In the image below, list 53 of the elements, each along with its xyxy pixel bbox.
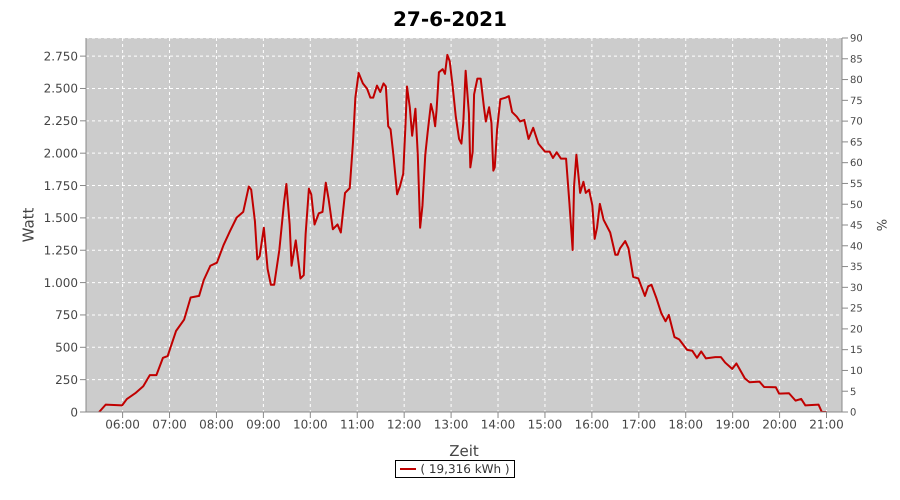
x-tick-label: 08:00: [199, 418, 234, 432]
y2-tick-label: 35: [850, 262, 863, 274]
x-tick-label: 21:00: [809, 418, 844, 432]
y-tick-label: 250: [55, 372, 78, 387]
y2-tick-label: 90: [850, 34, 863, 45]
y2-tick-label: 80: [850, 75, 863, 86]
y2-tick-label: 40: [850, 241, 863, 252]
y-tick-label: 2.750: [44, 49, 78, 64]
chart-title: 27-6-2021: [392, 7, 508, 31]
y-tick-label: 1.750: [44, 178, 78, 193]
y2-tick-label: 25: [850, 304, 863, 315]
x-tick-label: 09:00: [246, 418, 281, 432]
y-tick-label: 500: [55, 340, 78, 355]
y-tick-label: 0: [70, 405, 78, 420]
x-tick-label: 10:00: [293, 418, 328, 432]
y-tick-label: 1.500: [44, 211, 78, 226]
y2-tick-label: 75: [850, 96, 863, 107]
x-tick-label: 11:00: [340, 418, 375, 432]
y2-tick-label: 30: [850, 282, 863, 294]
y2-tick-label: 50: [850, 200, 863, 211]
y2-tick-label: 20: [850, 324, 863, 336]
x-tick-label: 07:00: [152, 418, 187, 432]
y2-tick-label: 15: [850, 345, 863, 356]
legend-label: ( 19,316 kWh ): [419, 462, 510, 476]
x-tick-label: 06:00: [105, 418, 140, 432]
x-tick-label: 18:00: [668, 418, 704, 432]
x-tick-label: 20:00: [762, 418, 797, 432]
x-tick-label: 15:00: [528, 418, 562, 432]
y2-tick-label: 0: [850, 408, 856, 419]
y2-tick-label: 65: [850, 137, 863, 148]
y-tick-label: 2.500: [44, 82, 78, 96]
y-tick-label: 750: [55, 308, 78, 322]
y-tick-label: 1.250: [44, 243, 78, 258]
y2-tick-label: 55: [850, 178, 863, 190]
y2-tick-label: 70: [850, 116, 863, 128]
y-tick-label: 1.000: [44, 276, 78, 290]
y-tick-label: 2.250: [44, 114, 78, 128]
x-tick-label: 12:00: [386, 418, 422, 432]
y-tick-label: 2.000: [44, 146, 78, 160]
x-tick-label: 19:00: [715, 418, 750, 432]
y2-tick-label: 60: [850, 158, 863, 170]
y2-tick-label: 45: [850, 220, 863, 232]
x-axis-title: Zeit: [449, 442, 479, 460]
x-tick-label: 13:00: [434, 418, 468, 432]
y2-tick-label: 85: [850, 54, 863, 66]
y2-tick-label: 10: [850, 366, 863, 377]
x-tick-label: 16:00: [574, 418, 610, 432]
y2-tick-label: 5: [850, 386, 856, 398]
y2-axis-title: %: [876, 218, 891, 232]
x-tick-label: 17:00: [622, 418, 656, 432]
x-tick-label: 14:00: [480, 418, 516, 432]
y-axis-title: Watt: [19, 207, 38, 242]
line-series: [98, 54, 828, 412]
